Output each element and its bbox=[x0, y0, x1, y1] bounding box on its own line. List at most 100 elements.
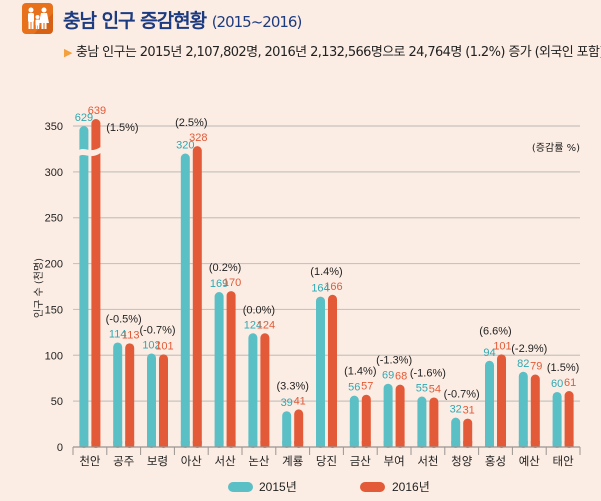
bar-2015 bbox=[417, 396, 427, 448]
value-label-2016: 101 bbox=[493, 340, 511, 352]
bar-2015-base bbox=[518, 441, 528, 447]
x-tick-label: 청양 bbox=[451, 454, 473, 468]
bar-2016 bbox=[91, 119, 101, 448]
change-rate-label: (-0.7%) bbox=[444, 389, 480, 401]
legend-swatch-2015 bbox=[228, 482, 253, 492]
value-label-2015: 102 bbox=[142, 339, 160, 351]
bar-2016 bbox=[159, 354, 168, 448]
bar-2015 bbox=[552, 391, 562, 448]
y-tick-label: 50 bbox=[51, 396, 63, 408]
bar-2015-base bbox=[316, 441, 325, 447]
bar-2015 bbox=[518, 371, 528, 448]
bar-2016-base bbox=[226, 441, 236, 447]
change-rate-note: (증감률 %) bbox=[532, 142, 580, 154]
bar-2015 bbox=[147, 353, 156, 448]
bar-2015 bbox=[383, 383, 393, 448]
value-label-2016: 68 bbox=[395, 371, 407, 383]
title-text: 충남 인구 증감현황 bbox=[63, 10, 207, 32]
x-tick-label: 논산 bbox=[248, 454, 270, 468]
bars bbox=[76, 119, 574, 449]
bar-2016 bbox=[226, 291, 236, 448]
value-label-2015: 82 bbox=[517, 358, 529, 370]
value-label-2015: 55 bbox=[416, 383, 428, 395]
x-tick-label: 보령 bbox=[147, 454, 168, 468]
subtitle-text: 충남 인구는 2015년 2,107,802명, 2016년 2,132,566… bbox=[75, 45, 601, 60]
change-rate-label: (3.3%) bbox=[276, 380, 308, 392]
bar-2015-base bbox=[248, 441, 258, 447]
y-tick-label: 250 bbox=[45, 213, 63, 225]
change-rate-label: (-2.9%) bbox=[511, 343, 547, 355]
legend: 2015년 2016년 bbox=[228, 480, 430, 494]
bar-2016-base bbox=[260, 441, 270, 447]
bar-2015 bbox=[248, 333, 258, 448]
y-tick-label: 100 bbox=[45, 350, 63, 362]
bar-2016 bbox=[530, 374, 540, 448]
bar-2016-base bbox=[294, 441, 304, 447]
bar-2016-base bbox=[497, 441, 506, 447]
value-label-2016: 41 bbox=[294, 395, 306, 407]
change-rate-label: (1.5%) bbox=[547, 362, 579, 374]
bar-2015 bbox=[113, 342, 123, 448]
bar-2016-base bbox=[328, 441, 337, 447]
grid-lines bbox=[73, 125, 580, 402]
change-rate-label: (1.4%) bbox=[310, 266, 342, 278]
change-rate-label: (-0.5%) bbox=[106, 313, 142, 325]
x-tick-label: 예산 bbox=[519, 454, 541, 468]
y-tick-label: 350 bbox=[45, 121, 63, 133]
x-tick-label: 서산 bbox=[215, 454, 237, 468]
y-tick-label: 150 bbox=[45, 304, 63, 316]
change-rate-label: (6.6%) bbox=[479, 325, 511, 337]
bar-2015 bbox=[349, 395, 359, 448]
y-tick-label: 300 bbox=[45, 167, 63, 179]
value-label-2015: 629 bbox=[75, 112, 93, 124]
change-rate-label: (-1.6%) bbox=[410, 368, 446, 380]
bar-2015 bbox=[485, 360, 494, 448]
bar-2016 bbox=[395, 384, 405, 448]
bar-2016-base bbox=[125, 441, 135, 447]
value-label-2016: 170 bbox=[223, 277, 241, 289]
change-rate-label: (2.5%) bbox=[175, 117, 207, 129]
value-label-2016: 57 bbox=[361, 381, 373, 393]
bar-2015 bbox=[282, 411, 292, 448]
bar-2015-base bbox=[147, 441, 156, 447]
bar-2016 bbox=[192, 146, 202, 449]
change-rate-label: (-0.7%) bbox=[139, 324, 175, 336]
value-label-2016: 328 bbox=[189, 132, 207, 144]
value-label-2016: 113 bbox=[122, 329, 140, 341]
change-rate-label: (1.4%) bbox=[344, 366, 376, 378]
value-label-2016: 31 bbox=[463, 405, 475, 417]
page-title: 충남 인구 증감현황 (2015~2016) bbox=[63, 6, 302, 33]
value-label-2016: 639 bbox=[88, 105, 106, 117]
bar-2015 bbox=[214, 292, 224, 448]
bar-2016 bbox=[294, 409, 304, 448]
value-label-2015: 320 bbox=[176, 140, 194, 152]
bar-2016 bbox=[361, 394, 371, 448]
bar-2016-base bbox=[395, 441, 405, 447]
bar-2015-base bbox=[282, 441, 292, 447]
x-tick-label: 계룡 bbox=[282, 454, 303, 468]
value-label-2016: 79 bbox=[530, 361, 542, 373]
triangle-bullet-icon: ▶ bbox=[64, 46, 72, 59]
bar-2015 bbox=[316, 296, 325, 448]
bar-2015-base bbox=[79, 441, 89, 447]
bar-2015-base bbox=[451, 441, 461, 447]
bar-2016-base bbox=[159, 441, 168, 447]
bar-2016-base bbox=[192, 441, 202, 447]
value-label-2015: 124 bbox=[244, 319, 262, 331]
bar-2015-base bbox=[180, 441, 190, 447]
change-rate-label: (1.5%) bbox=[106, 122, 138, 134]
bar-2016-base bbox=[361, 441, 371, 447]
value-label-2016: 54 bbox=[429, 383, 441, 395]
value-label-2016: 61 bbox=[564, 377, 576, 389]
x-tick-label: 서천 bbox=[417, 454, 438, 468]
bar-2016-base bbox=[564, 441, 574, 447]
value-label-2015: 169 bbox=[210, 278, 228, 290]
x-tick-label: 공주 bbox=[113, 454, 134, 468]
bar-2015 bbox=[451, 417, 461, 448]
bar-2016 bbox=[463, 418, 473, 448]
bar-2015-base bbox=[417, 441, 427, 447]
change-rate-label: (0.2%) bbox=[209, 262, 241, 274]
value-label-2016: 124 bbox=[257, 319, 275, 331]
y-tick-label: 200 bbox=[45, 259, 63, 271]
y-axis-label: 인구 수 (천명) bbox=[33, 258, 45, 318]
